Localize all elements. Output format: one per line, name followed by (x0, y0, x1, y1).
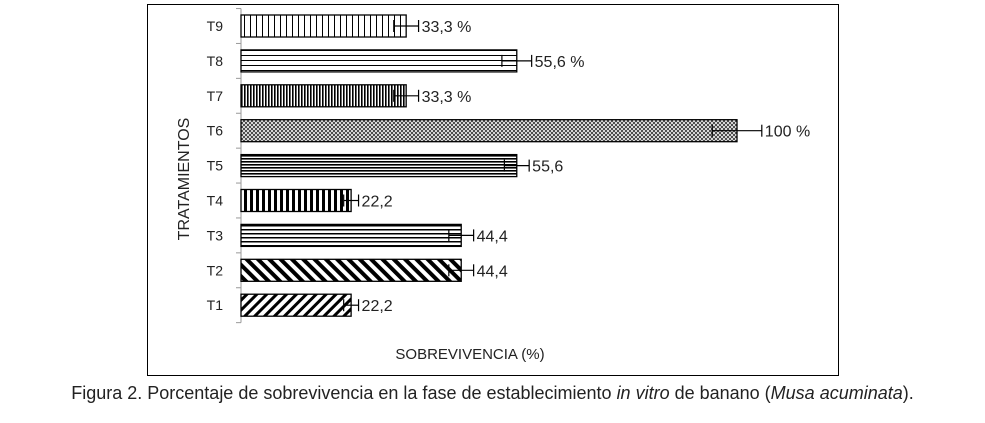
category-label-t1: T1 (207, 297, 224, 313)
data-label-t9: 33,3 % (422, 19, 472, 36)
caption-text-1: Figura 2. Porcentaje de sobrevivencia en… (71, 383, 617, 403)
data-label-t6: 100 % (765, 124, 810, 141)
caption-text-3: ). (902, 383, 914, 403)
bar-t9 (240, 14, 407, 38)
data-label-t3: 44,4 (477, 228, 508, 245)
category-label-t2: T2 (207, 262, 224, 278)
bar-t4 (240, 188, 352, 213)
data-label-t8: 55,6 % (535, 54, 585, 71)
data-label-t5: 55,6 (532, 159, 563, 176)
y-axis-title: TRATAMIENTOS (176, 118, 193, 241)
bar-t2 (240, 258, 462, 282)
data-label-t1: 22,2 (362, 298, 393, 315)
survival-bar-chart: T1 T2 T3 T4 T5 T6 T7 T8 T9 22,2 44,4 44,4 22,2 55,6 1… (176, 8, 810, 363)
category-label-t8: T8 (207, 53, 224, 69)
bar-t8 (240, 49, 518, 73)
category-label-t5: T5 (207, 158, 224, 174)
bar-t6 (240, 119, 738, 143)
bar-t1 (240, 293, 352, 317)
category-label-t9: T9 (207, 18, 224, 34)
data-label-t2: 44,4 (477, 263, 508, 280)
x-axis-title: SOBREVIVENCIA (%) (395, 346, 544, 363)
category-label-t4: T4 (207, 193, 224, 209)
caption-italic-2: Musa acuminata (770, 383, 903, 403)
bar-t7 (240, 84, 407, 108)
caption-text-2: de banano ( (669, 383, 771, 403)
figure-caption: Figura 2. Porcentaje de sobrevivencia en… (0, 383, 985, 404)
category-label-t6: T6 (207, 123, 224, 139)
bar-t5 (240, 153, 518, 178)
caption-italic-1: in vitro (616, 383, 670, 403)
category-label-t3: T3 (207, 227, 224, 243)
chart-frame: T1 T2 T3 T4 T5 T6 T7 T8 T9 22,2 44,4 44,4 22,2 55,6 1… (147, 4, 839, 376)
bar-t3 (240, 223, 462, 248)
category-label-t7: T7 (207, 88, 224, 104)
data-label-t7: 33,3 % (422, 89, 472, 106)
data-label-t4: 22,2 (362, 194, 393, 211)
